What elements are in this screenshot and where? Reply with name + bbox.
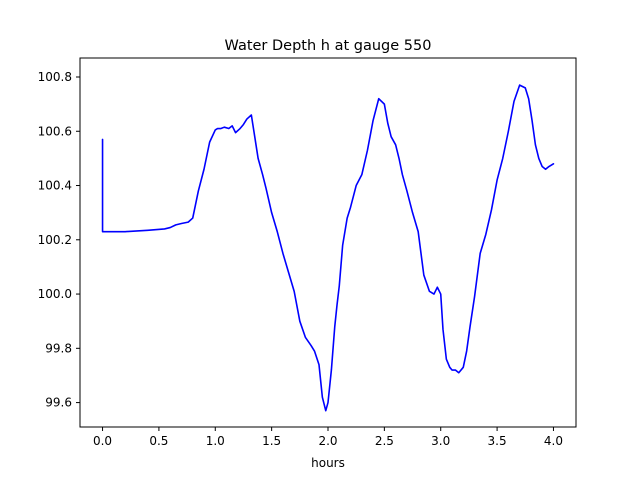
y-tick-label: 99.8 [45,341,72,355]
x-axis-label: hours [311,456,345,470]
y-axis: 99.6 99.8 100.0 100.2 100.4 100.6 100.8 [38,70,80,410]
x-tick-label: 1.0 [206,434,225,448]
x-tick-label: 1.5 [262,434,281,448]
series-line [101,84,555,412]
x-tick-label: 0.0 [93,434,112,448]
y-tick-label: 100.0 [38,287,72,301]
x-tick-label: 0.5 [149,434,168,448]
x-tick-label: 4.0 [544,434,563,448]
x-tick-label: 3.0 [431,434,450,448]
plot-area: 0.0 0.5 1.0 1.5 2.0 2.5 3.0 3.5 4.0 99.6 99.8 100.… [38,57,577,448]
x-tick-label: 3.5 [488,434,507,448]
chart-title: Water Depth h at gauge 550 [225,38,432,54]
x-tick-label: 2.5 [375,434,394,448]
x-tick-label: 2.0 [318,434,337,448]
y-tick-label: 99.6 [45,396,72,410]
y-tick-label: 100.2 [38,233,72,247]
series-layer [101,84,555,412]
y-tick-label: 100.4 [38,179,72,193]
x-axis: 0.0 0.5 1.0 1.5 2.0 2.5 3.0 3.5 4.0 [93,427,563,448]
y-tick-label: 100.6 [38,124,72,138]
y-tick-label: 100.8 [38,70,72,84]
